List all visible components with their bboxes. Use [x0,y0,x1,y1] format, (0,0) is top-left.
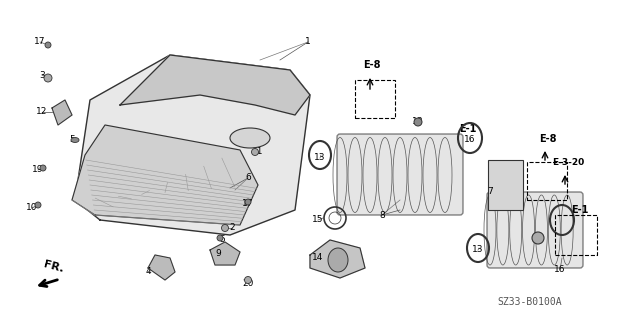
Text: 8: 8 [379,211,385,219]
Ellipse shape [44,74,52,82]
Ellipse shape [45,42,51,48]
Ellipse shape [245,199,251,205]
Text: 9: 9 [215,249,221,258]
Text: 15: 15 [312,216,324,225]
Ellipse shape [217,235,223,241]
Text: SZ33-B0100A: SZ33-B0100A [498,297,563,307]
Polygon shape [310,240,365,278]
Text: 16: 16 [554,265,566,275]
Polygon shape [210,242,240,265]
Text: 5: 5 [219,235,225,244]
Text: 17: 17 [35,38,45,47]
Text: E-1: E-1 [460,124,477,134]
Text: 20: 20 [243,278,253,287]
Ellipse shape [230,128,270,148]
Text: 2: 2 [229,224,235,233]
FancyBboxPatch shape [487,192,583,268]
Text: 7: 7 [487,188,493,197]
Polygon shape [72,125,258,225]
Ellipse shape [35,202,41,208]
Text: 13: 13 [472,246,484,255]
Text: E-8: E-8 [364,60,381,70]
Text: E-8: E-8 [540,134,557,144]
Ellipse shape [328,248,348,272]
Text: FR.: FR. [43,259,65,274]
Text: 5: 5 [69,136,75,145]
Text: 13: 13 [314,153,326,162]
Polygon shape [75,55,310,235]
Ellipse shape [414,118,422,126]
FancyBboxPatch shape [488,160,523,210]
Ellipse shape [252,149,259,155]
Polygon shape [120,55,310,115]
Text: 6: 6 [245,174,251,182]
Text: 10: 10 [26,204,38,212]
Text: 11: 11 [252,147,264,157]
Text: 3: 3 [39,70,45,79]
Text: E-3-20: E-3-20 [552,158,584,167]
Text: 4: 4 [145,268,151,277]
Polygon shape [52,100,72,125]
Text: 16: 16 [464,136,476,145]
Ellipse shape [221,225,228,232]
Text: 18: 18 [532,235,544,244]
Text: 17: 17 [243,199,253,209]
Text: 12: 12 [36,108,48,116]
FancyBboxPatch shape [337,134,463,215]
Ellipse shape [532,232,544,244]
Ellipse shape [40,165,46,171]
Polygon shape [148,255,175,280]
Text: E-1: E-1 [572,205,589,215]
Text: 19: 19 [32,166,44,174]
Text: 1: 1 [305,38,311,47]
Text: 14: 14 [312,253,324,262]
Ellipse shape [71,137,79,143]
Text: 18: 18 [412,117,424,127]
Ellipse shape [244,277,252,284]
